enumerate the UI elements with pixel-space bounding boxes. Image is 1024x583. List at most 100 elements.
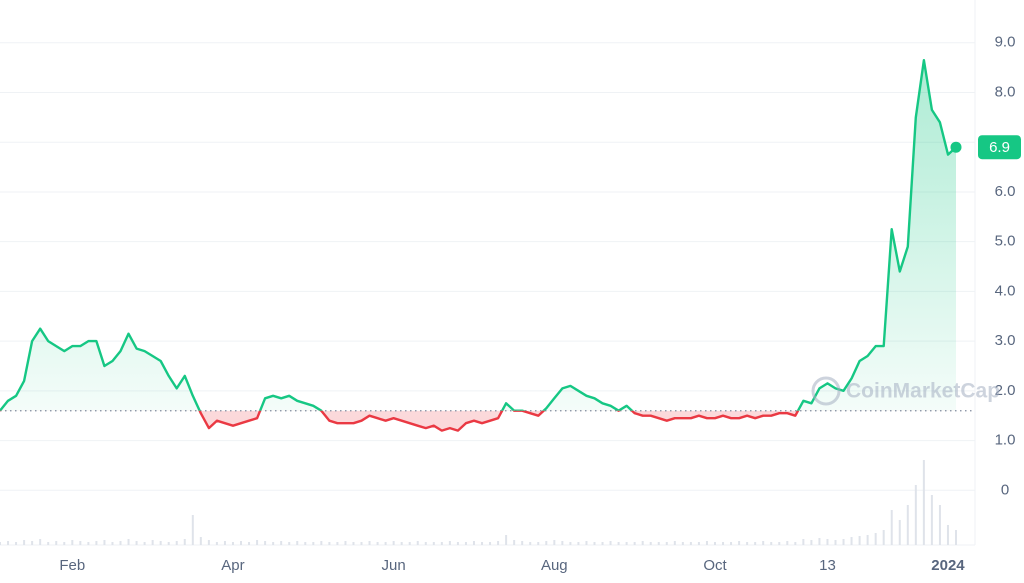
y-tick-label: 0 [1001, 481, 1009, 498]
volume-bar [665, 542, 668, 545]
x-tick-label: 13 [819, 557, 836, 574]
y-tick-label: 1.0 [995, 432, 1016, 449]
volume-bar [858, 536, 861, 545]
volume-bar [143, 542, 146, 545]
volume-bar [207, 540, 210, 545]
volume-bar [609, 541, 612, 545]
volume-bar [215, 542, 218, 545]
volume-bar [231, 542, 234, 545]
volume-bar [127, 539, 130, 545]
volume-bar [352, 542, 355, 545]
x-tick-label: Feb [59, 557, 85, 574]
y-tick-label: 6.0 [995, 183, 1016, 200]
volume-bar [304, 542, 307, 545]
volume-bar [786, 541, 789, 545]
volume-bar [681, 542, 684, 545]
volume-bar [440, 542, 443, 545]
volume-bar [0, 542, 1, 545]
volume-bar [778, 542, 781, 545]
volume-bar [746, 542, 749, 545]
volume-bar [191, 515, 194, 545]
volume-bar [47, 542, 50, 545]
volume-bar [167, 542, 170, 545]
volume-bar [585, 541, 588, 545]
volume-bar [39, 539, 42, 545]
watermark: CoinMarketCap [811, 376, 1000, 406]
volume-bar [641, 541, 644, 545]
volume-bar [63, 542, 66, 545]
volume-bar [633, 542, 636, 545]
area-up [0, 60, 956, 411]
volume-bar [31, 541, 34, 545]
volume-bar [376, 542, 379, 545]
volume-bar [697, 542, 700, 545]
volume-bar [537, 542, 540, 545]
volume-bar [914, 485, 917, 545]
y-tick-label: 4.0 [995, 282, 1016, 299]
y-tick-label: 2.0 [995, 382, 1016, 399]
volume-bar [183, 539, 186, 545]
volume-bar [569, 542, 572, 545]
volume-bar [79, 541, 82, 545]
volume-bar [513, 540, 516, 545]
volume-bar [472, 541, 475, 545]
volume-bar [280, 541, 283, 545]
price-tag [978, 135, 1021, 160]
volume-bar [448, 541, 451, 545]
volume-bar [344, 541, 347, 545]
volume-bar [850, 537, 853, 545]
volume-bar [617, 542, 620, 545]
volume-bar [898, 520, 901, 545]
volume-bar [432, 542, 435, 545]
volume-bar [223, 541, 226, 545]
volume-bar [946, 525, 949, 545]
volume-bar [312, 542, 315, 545]
volume-bar [722, 542, 725, 545]
volume-bar [408, 542, 411, 545]
volume-bar [400, 542, 403, 545]
volume-bar [577, 542, 580, 545]
volume-bar [199, 537, 202, 545]
volume-bar [553, 540, 556, 545]
volume-bar [842, 539, 845, 545]
watermark-text: CoinMarketCap [846, 380, 1000, 403]
volume-bar [392, 541, 395, 545]
volume-bar [689, 542, 692, 545]
volume-bar [730, 542, 733, 545]
volume-bar [657, 542, 660, 545]
y-tick-label: 5.0 [995, 233, 1016, 250]
volume-bar [489, 542, 492, 545]
x-tick-label: Oct [703, 557, 727, 574]
volume-bar [336, 542, 339, 545]
watermark-logo [811, 376, 841, 406]
volume-bar [882, 530, 885, 545]
volume-bar [770, 542, 773, 545]
price-tag-label: 6.9 [989, 139, 1010, 156]
volume-bar [424, 542, 427, 545]
y-tick-label: 8.0 [995, 83, 1016, 100]
volume-bar [601, 542, 604, 545]
volume-bar [834, 540, 837, 545]
volume-bar [87, 542, 90, 545]
volume-bar [15, 542, 18, 545]
current-price-dot [950, 141, 962, 153]
volume-bar [794, 542, 797, 545]
x-tick-label: Apr [221, 557, 244, 574]
volume-bar [810, 540, 813, 545]
volume-bar [384, 542, 387, 545]
volume-bar [890, 510, 893, 545]
volume-bar [296, 541, 299, 545]
volume-bar [874, 533, 877, 545]
volume-bar [23, 540, 26, 545]
volume-bar [264, 541, 267, 545]
volume-bar [240, 541, 243, 545]
volume-bar [497, 541, 500, 545]
volume-bar [360, 542, 363, 545]
volume-bar [593, 542, 596, 545]
volume-bar [955, 530, 957, 545]
volume-bar [119, 541, 122, 545]
volume-bar [802, 539, 805, 545]
volume-bar [456, 542, 459, 545]
